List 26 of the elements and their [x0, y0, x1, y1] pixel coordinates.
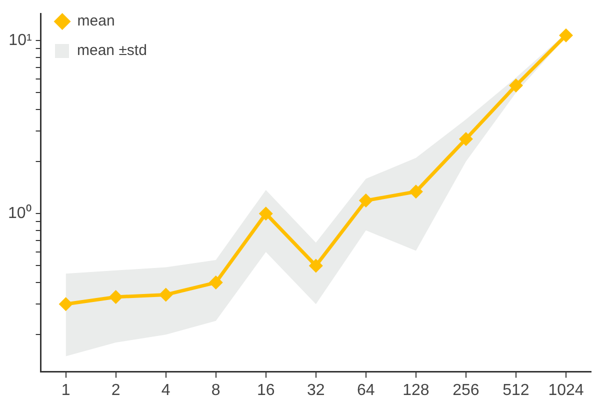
point	[58, 297, 73, 312]
point	[508, 78, 523, 92]
x-tick-label: 128	[402, 382, 430, 399]
point	[308, 258, 323, 273]
x-tick-label: 32	[307, 382, 325, 399]
point	[158, 288, 173, 302]
x-tick-label: 2	[111, 382, 120, 399]
x-tick-label: 64	[357, 382, 375, 399]
point	[558, 28, 573, 42]
point	[458, 132, 473, 146]
point	[108, 290, 123, 304]
point	[258, 206, 273, 221]
legend-label: mean	[77, 12, 115, 30]
x-tick-label: 16	[256, 382, 275, 399]
annotation: mean ±std	[77, 42, 147, 59]
x-tick-label: 256	[452, 382, 480, 399]
y-tick-label: 10⁰	[8, 204, 32, 222]
point	[358, 194, 373, 208]
x-tick-label: 1024	[548, 382, 584, 399]
y-tick-label: 10¹	[8, 32, 32, 49]
point	[208, 276, 223, 290]
x-tick-label: 4	[161, 382, 170, 399]
x-tick-label: 8	[211, 382, 220, 399]
x-tick-label: 512	[502, 382, 530, 399]
x-tick-label: 1	[61, 382, 70, 399]
point	[408, 184, 423, 199]
